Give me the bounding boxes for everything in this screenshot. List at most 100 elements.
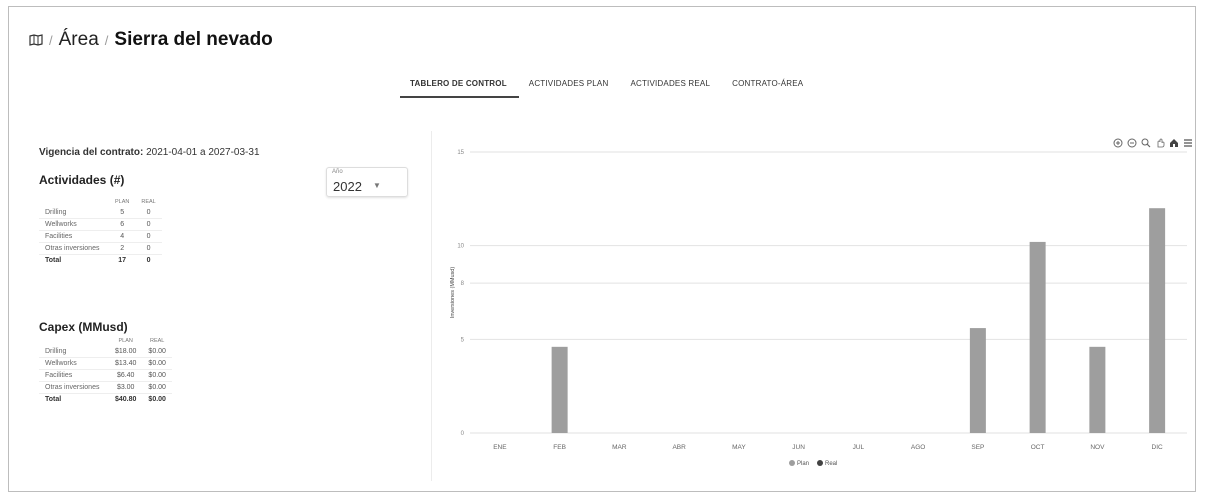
- table-row: Drilling 5 0: [39, 207, 162, 219]
- home-icon[interactable]: [1168, 137, 1180, 149]
- tab-tablero-de-control[interactable]: TABLERO DE CONTROL: [400, 76, 519, 98]
- table-row: Facilities $6.40 $0.00: [39, 369, 172, 382]
- row-label: Facilities: [39, 369, 109, 382]
- year-select-value: 2022: [333, 179, 362, 194]
- bar-plan-sep: [969, 328, 986, 433]
- plan-total: 17: [109, 254, 136, 266]
- page-title: Sierra del nevado: [114, 29, 273, 50]
- chevron-down-icon: ▼: [373, 181, 381, 190]
- x-tick-label: MAR: [612, 444, 627, 451]
- real-value: 0: [135, 242, 162, 255]
- real-value: $0.00: [142, 357, 172, 370]
- tab-bar: TABLERO DE CONTROL ACTIVIDADES PLAN ACTI…: [400, 76, 815, 98]
- table-row: Otras inversiones 2 0: [39, 242, 162, 255]
- x-tick-label: JUL: [853, 444, 865, 451]
- capex-title: Capex (MMusd): [39, 320, 128, 334]
- table-row: Facilities 4 0: [39, 230, 162, 243]
- breadcrumb: / Área / Sierra del nevado: [29, 29, 273, 51]
- x-tick-label: OCT: [1031, 444, 1045, 451]
- contract-validity-label: Vigencia del contrato:: [39, 147, 144, 158]
- chart-toolbar: [1112, 137, 1194, 149]
- contract-validity-value: 2021-04-01 a 2027-03-31: [146, 147, 260, 158]
- app-frame: / Área / Sierra del nevado TABLERO DE CO…: [8, 6, 1196, 492]
- y-axis-label: Inversiones (MMusd): [450, 267, 456, 319]
- y-tick-label: 10: [457, 244, 464, 250]
- plan-value: 6: [109, 218, 136, 231]
- x-tick-label: SEP: [971, 444, 984, 451]
- bar-plan-oct: [1029, 241, 1046, 433]
- x-tick-label: AGO: [911, 444, 925, 451]
- legend-label-real: Real: [825, 461, 837, 467]
- plan-value: 4: [109, 230, 136, 243]
- row-label: Facilities: [39, 230, 109, 243]
- pan-icon[interactable]: [1154, 137, 1166, 149]
- table-row: Wellworks $13.40 $0.00: [39, 357, 172, 370]
- y-tick-label: 8: [461, 281, 465, 287]
- y-tick-label: 0: [461, 431, 465, 437]
- row-label: Drilling: [39, 346, 109, 358]
- row-label: Otras inversiones: [39, 381, 109, 394]
- x-tick-label: ENE: [493, 444, 507, 451]
- menu-icon[interactable]: [1182, 137, 1194, 149]
- column-header-plan: PLAN: [118, 338, 133, 344]
- investment-bar-chart: 0 5 8 10 15 Inversiones (MMusd) ENE FEB MAR ABR MA…: [450, 150, 1187, 467]
- summary-panel: Vigencia del contrato: 2021-04-01 a 2027…: [39, 135, 419, 480]
- capex-table: PLAN REAL Drilling $18.00 $0.00 Wellwork…: [39, 336, 172, 405]
- real-total: $0.00: [142, 393, 172, 405]
- zoom-select-icon[interactable]: [1140, 137, 1152, 149]
- actividades-title: Actividades (#): [39, 173, 125, 187]
- x-tick-label: ABR: [672, 444, 686, 451]
- plan-value: 5: [109, 207, 136, 219]
- chart-panel: 0 5 8 10 15 Inversiones (MMusd) ENE FEB MAR ABR MA…: [431, 131, 1202, 481]
- zoom-in-icon[interactable]: [1112, 137, 1124, 149]
- real-value: 0: [135, 230, 162, 243]
- x-tick-label: JUN: [792, 444, 805, 451]
- legend-label-plan: Plan: [797, 461, 809, 467]
- zoom-out-icon[interactable]: [1126, 137, 1138, 149]
- y-tick-label: 15: [457, 150, 464, 156]
- bar-plan-nov: [1089, 346, 1106, 433]
- plan-value: $13.40: [109, 357, 143, 370]
- column-header-real: REAL: [141, 199, 156, 205]
- real-value: 0: [135, 218, 162, 231]
- plan-value: $3.00: [109, 381, 143, 394]
- column-header-real: REAL: [150, 338, 165, 344]
- column-header-plan: PLAN: [115, 199, 130, 205]
- x-tick-label: MAY: [732, 444, 746, 451]
- x-tick-label: FEB: [553, 444, 566, 451]
- plan-total: $40.80: [109, 393, 143, 405]
- bar-plan-feb: [551, 346, 568, 433]
- real-value: $0.00: [142, 381, 172, 394]
- contract-validity: Vigencia del contrato: 2021-04-01 a 2027…: [39, 147, 260, 158]
- tab-actividades-plan[interactable]: ACTIVIDADES PLAN: [528, 79, 609, 88]
- row-label: Total: [39, 393, 109, 405]
- real-total: 0: [135, 254, 162, 266]
- year-select[interactable]: Año 2022 ▼: [326, 167, 408, 197]
- legend-marker-real: [817, 460, 823, 466]
- legend-marker-plan: [789, 460, 795, 466]
- year-select-label: Año: [332, 169, 343, 175]
- row-label: Drilling: [39, 207, 109, 219]
- real-value: $0.00: [142, 346, 172, 358]
- row-label: Wellworks: [39, 357, 109, 370]
- y-tick-label: 5: [461, 337, 465, 343]
- tab-actividades-real[interactable]: ACTIVIDADES REAL: [630, 79, 711, 88]
- tab-contrato-area[interactable]: CONTRATO-ÁREA: [732, 79, 804, 88]
- real-value: $0.00: [142, 369, 172, 382]
- row-label: Total: [39, 254, 109, 266]
- bar-plan-dic: [1149, 208, 1166, 433]
- actividades-table: PLAN REAL Drilling 5 0 Wellworks 6 0 Fac…: [39, 197, 162, 266]
- table-total-row: Total 17 0: [39, 254, 162, 266]
- breadcrumb-root[interactable]: Área: [58, 29, 99, 50]
- row-label: Otras inversiones: [39, 242, 109, 255]
- table-row: Otras inversiones $3.00 $0.00: [39, 381, 172, 394]
- map-icon[interactable]: [29, 34, 43, 46]
- x-tick-label: NOV: [1090, 444, 1105, 451]
- row-label: Wellworks: [39, 218, 109, 231]
- table-row: Wellworks 6 0: [39, 218, 162, 231]
- breadcrumb-separator: /: [104, 32, 109, 48]
- plan-value: $6.40: [109, 369, 143, 382]
- breadcrumb-separator: /: [49, 32, 53, 48]
- table-total-row: Total $40.80 $0.00: [39, 393, 172, 405]
- table-row: Drilling $18.00 $0.00: [39, 346, 172, 358]
